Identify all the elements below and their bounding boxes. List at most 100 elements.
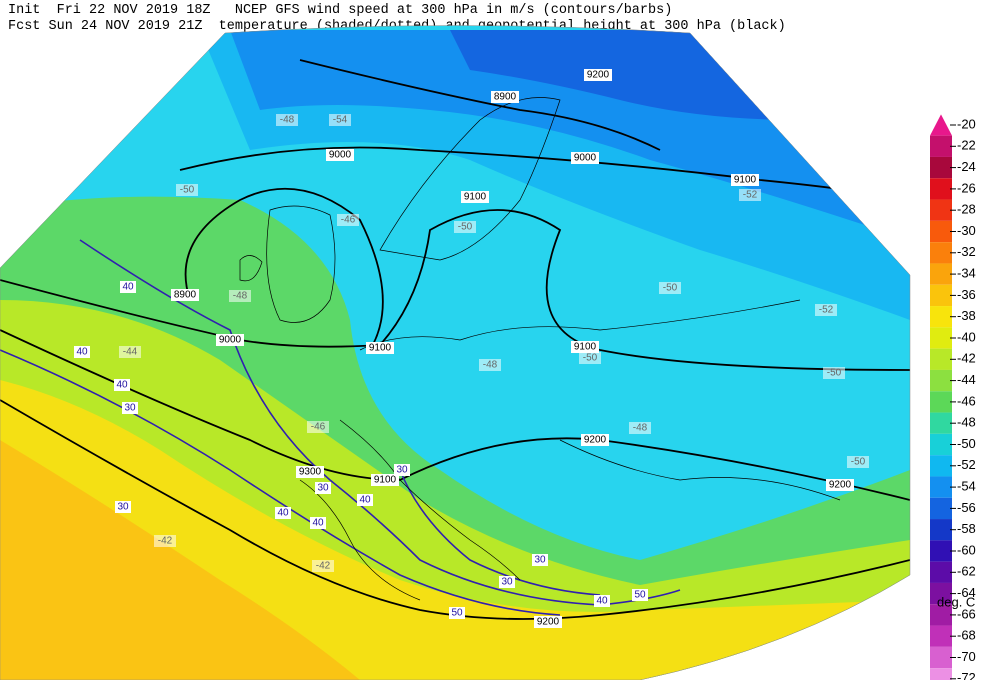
wind-label: 40 [596,596,608,607]
label-box [120,281,136,293]
height-label: 9200 [537,617,560,628]
label-box [479,359,501,371]
height-label: 9100 [464,192,487,203]
label-box [584,69,612,81]
label-box [216,334,244,346]
legend-label: -52 [957,457,976,472]
legend-swatch [930,519,952,541]
label-box [115,501,131,513]
label-box [534,616,562,628]
legend-swatch [930,306,952,328]
legend-label: -60 [957,542,976,557]
legend-unit: deg. C [937,594,975,609]
temperature-label: -50 [583,353,598,364]
label-box [329,114,351,126]
wind-label: 30 [501,577,513,588]
label-box [461,191,489,203]
label-box [579,352,601,364]
legend-swatch [930,178,952,200]
legend-label: -46 [957,393,976,408]
legend-swatch [930,582,952,605]
legend-swatch [930,263,952,285]
legend-label: -34 [957,266,976,281]
height-label: 9000 [219,335,242,346]
label-box [114,379,130,391]
legend-swatch [930,369,952,392]
legend-label: -44 [957,372,976,387]
wind-label: 40 [359,495,371,506]
label-box [276,114,298,126]
legend-label: -50 [957,436,976,451]
legend-label: -62 [957,564,976,579]
legend-label: -40 [957,329,976,344]
temperature-label: -48 [233,291,248,302]
legend-swatch [930,199,952,221]
temperature-label: -54 [333,115,348,126]
map-border [0,25,911,680]
label-box [394,464,410,476]
label-box [326,149,354,161]
legend-label: -54 [957,479,976,494]
label-box [826,479,854,491]
label-box [491,91,519,103]
wind-label: 30 [534,555,546,566]
legend-label: -28 [957,202,976,217]
height-label: 9100 [574,342,597,353]
height-label: 9200 [587,70,610,81]
legend-swatch [930,540,952,562]
legend-label: -26 [957,180,976,195]
legend-label: -64 [957,585,976,600]
label-box [154,535,176,547]
height-label: 9000 [329,150,352,161]
label-box [532,554,548,566]
legend-swatch [930,497,952,520]
legend-label: -70 [957,649,976,664]
label-box [449,607,465,619]
temperature-label: -48 [483,360,498,371]
temperature-label: -52 [819,305,834,316]
label-box [229,290,251,302]
label-box [594,595,610,607]
label-box [357,494,373,506]
label-box [847,456,869,468]
wind-label: 40 [277,508,289,519]
legend-label: -20 [957,116,976,131]
height-label: 9000 [574,153,597,164]
temperature-label: -52 [743,190,758,201]
temperature-label: -50 [827,368,842,379]
legend-label: -42 [957,351,976,366]
label-box [499,576,515,588]
legend-swatch [930,433,952,456]
wind-label: 30 [317,483,329,494]
legend-label: -32 [957,244,976,259]
wind-label: 40 [76,347,88,358]
legend-label: -38 [957,308,976,323]
legend-swatch [930,114,952,136]
temperature-label: -42 [316,561,331,572]
temperature-label: -44 [123,347,138,358]
height-label: 9100 [734,175,757,186]
wind-label: 30 [124,403,136,414]
label-box [366,342,394,354]
legend-label: -22 [957,138,976,153]
label-box [171,289,199,301]
height-label: 9100 [374,475,397,486]
temperature-label: -50 [458,222,473,233]
legend-swatch [930,135,952,157]
label-box [275,507,291,519]
temperature-label: -48 [280,115,295,126]
legend-swatch [930,412,952,434]
legend-swatch [930,604,952,626]
legend-label: -66 [957,606,976,621]
legend-label: -72 [957,670,976,680]
height-label: 9100 [369,343,392,354]
map-labels: 9000 9000 8900 9200 9100 9100 8900 9000 9100 9100… [74,69,869,628]
height-label: 9200 [584,435,607,446]
label-box [307,421,329,433]
legend-swatch [930,646,952,669]
label-box [310,517,326,529]
legend-swatch [930,242,952,264]
label-box [312,560,334,572]
wind-label: 40 [312,518,324,529]
